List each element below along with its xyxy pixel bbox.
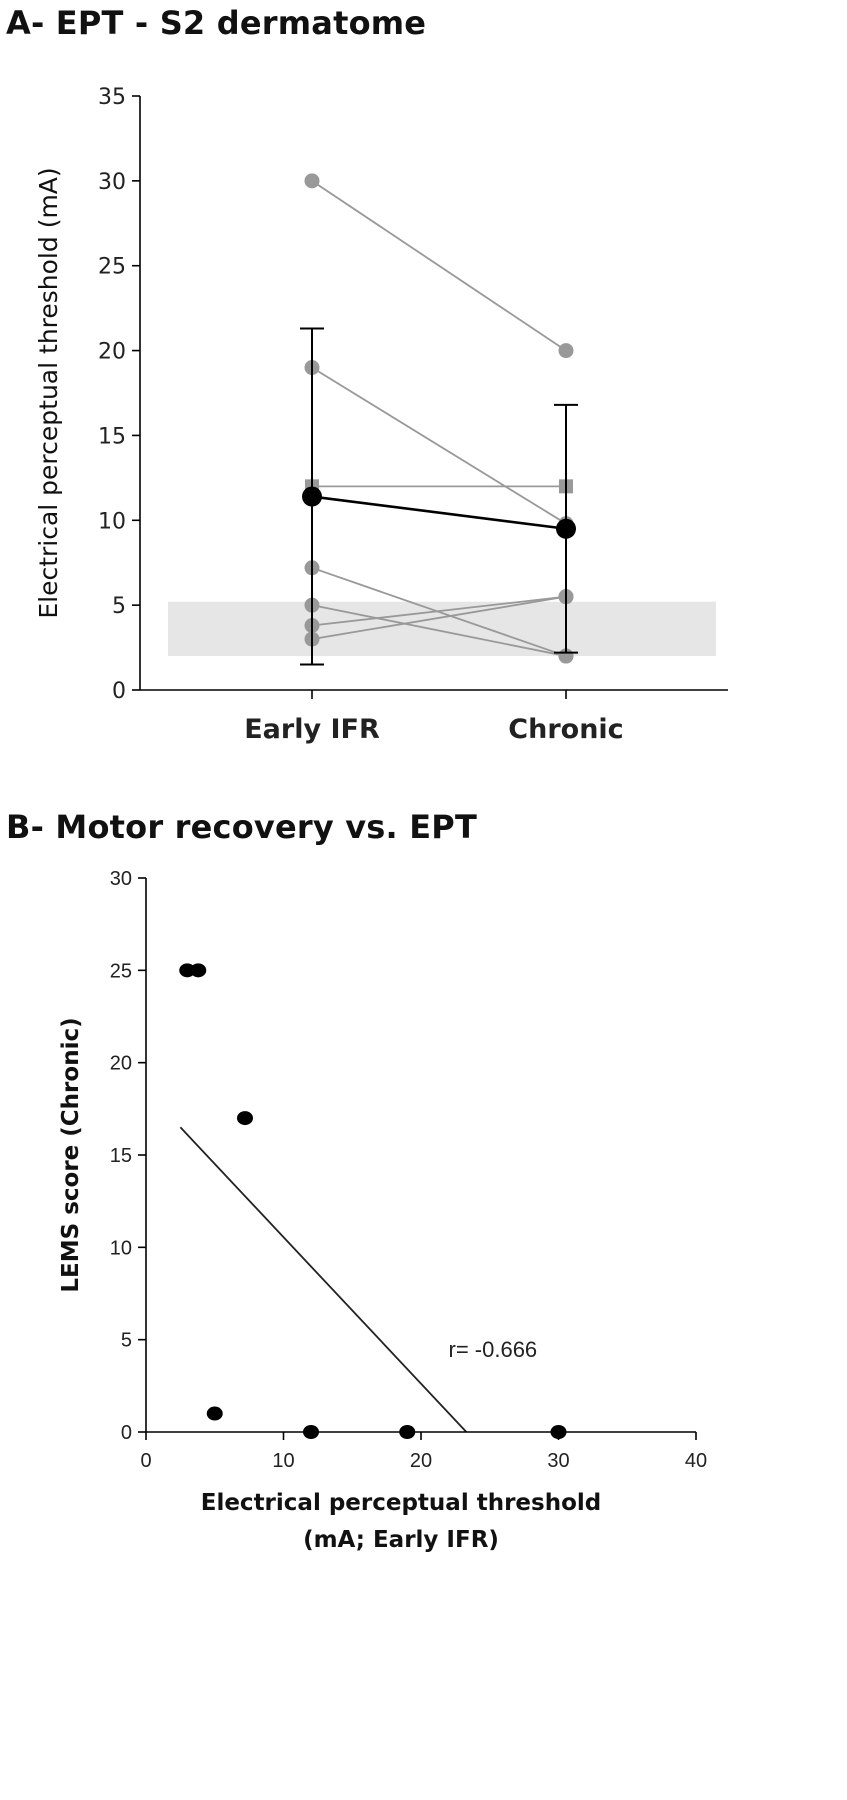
individual-line-1 [311, 366, 567, 525]
y-tick-label: 20 [98, 340, 126, 365]
y-tick-label: 0 [121, 1422, 132, 1444]
scatter-point-2 [237, 1111, 253, 1126]
panel-a-title: A- EPT - S2 dermatome [6, 4, 427, 42]
individual-line-6 [311, 595, 567, 640]
y-axis-label: LEMS score (Chronic) [58, 1017, 84, 1292]
chart-a-ept-s2: 0 5 10 15 20 25 30 35 Early IFR Chronic Electrical… [34, 85, 728, 745]
y-tick-label: 5 [112, 594, 126, 619]
y-tick-label: 25 [98, 255, 126, 280]
y-axis-label: Electrical perceptual threshold (mA) [34, 167, 63, 618]
y-tick-label: 10 [110, 1237, 132, 1259]
y-tick-label: 25 [110, 960, 132, 982]
scatter-point-0 [179, 963, 196, 978]
x-tick-label: 20 [410, 1450, 432, 1472]
x-tick-label: 0 [140, 1450, 151, 1472]
y-tick-label: 15 [110, 1145, 132, 1167]
x-tick-label: 30 [547, 1450, 569, 1472]
individual-point-0-1 [558, 343, 574, 359]
x-category-label: Chronic [508, 714, 623, 745]
mean-line [311, 495, 567, 531]
y-tick-label: 5 [121, 1330, 132, 1352]
individual-line-0 [311, 180, 567, 352]
y-tick-label: 0 [112, 679, 126, 704]
y-tick-label: 20 [110, 1053, 132, 1075]
x-axis-label-line-2: (mA; Early IFR) [303, 1527, 499, 1553]
y-tick-label: 30 [110, 868, 132, 890]
x-category-label: Early IFR [244, 714, 380, 745]
individual-line-4 [311, 604, 567, 657]
panel-b-title: B- Motor recovery vs. EPT [6, 808, 477, 846]
mean-point-0 [302, 486, 322, 507]
y-tick-label: 35 [98, 85, 126, 110]
individual-point-0-0 [304, 173, 320, 189]
regression-line [179, 1126, 468, 1433]
y-tick-label: 30 [98, 170, 126, 195]
scatter-point-3 [206, 1406, 223, 1421]
mean-point-1 [556, 518, 576, 539]
correlation-annotation: r= -0.666 [449, 1337, 538, 1362]
y-tick-label: 10 [98, 509, 126, 534]
x-tick-label: 10 [272, 1450, 294, 1472]
y-tick-label: 15 [98, 424, 126, 449]
x-axis-label-line-1: Electrical perceptual threshold [201, 1490, 602, 1516]
chart-b-motor-recovery: 0 5 10 15 20 25 30 0 10 20 30 40 r= -0.666 LEMS score… [58, 868, 707, 1553]
scatter-point-1 [190, 963, 207, 978]
individual-line-5 [311, 595, 567, 627]
x-tick-label: 40 [685, 1450, 707, 1472]
